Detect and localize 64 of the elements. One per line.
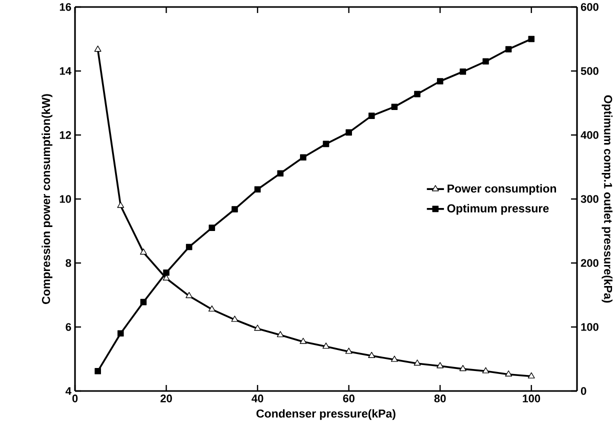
legend-label: Power consumption (448, 184, 556, 195)
point (231, 316, 238, 322)
point (390, 356, 398, 362)
point (436, 78, 444, 84)
y2-tick-label: 500 (580, 67, 598, 75)
point (528, 372, 535, 378)
y2-tick-label: 400 (580, 131, 598, 139)
point (459, 364, 466, 372)
point (186, 292, 193, 298)
y2-axis-title: Optimum comp.1 outlet pressure(kPa) (602, 95, 612, 303)
y-axis-title: Compression power consumption(kW) (42, 94, 52, 304)
point (460, 68, 466, 75)
y-tick-label: 12 (60, 131, 72, 139)
y-tick-label: 14 (60, 67, 72, 75)
point (414, 360, 421, 366)
point (482, 58, 489, 65)
point (322, 342, 330, 349)
point (117, 330, 124, 337)
legend-label: Optimum pressure (447, 204, 549, 215)
point (436, 362, 444, 368)
y-tick-label: 16 (60, 3, 72, 11)
point (186, 244, 192, 250)
point (346, 129, 352, 136)
point (140, 248, 147, 255)
point (528, 36, 535, 42)
point (505, 46, 512, 52)
point (368, 352, 376, 358)
x-tick-label: 0 (72, 394, 78, 402)
point (94, 46, 102, 52)
x-tick-label: 80 (434, 394, 446, 402)
point (368, 112, 375, 119)
point (254, 324, 262, 331)
point (277, 170, 284, 177)
x-tick-label: 40 (252, 394, 264, 402)
y-tick-label: 6 (66, 323, 72, 331)
y-tick-label: 4 (66, 387, 72, 395)
y-tick-label: 8 (66, 259, 72, 267)
point (414, 90, 420, 98)
point (117, 202, 124, 208)
point (232, 206, 238, 212)
y2-tick-label: 0 (580, 387, 586, 395)
x-tick-label: 60 (343, 394, 354, 402)
x-tick-label: 100 (522, 394, 540, 402)
point (163, 269, 170, 276)
point (345, 348, 352, 354)
point (482, 367, 490, 374)
point (322, 140, 330, 148)
point (140, 298, 147, 306)
point (254, 186, 261, 193)
point (208, 224, 216, 231)
point (276, 331, 284, 338)
point (391, 104, 398, 110)
point (300, 154, 306, 161)
x-axis-title: Condenser pressure(kPa) (256, 409, 396, 420)
y-tick-label: 10 (60, 195, 72, 203)
point (94, 368, 101, 374)
point (300, 338, 307, 344)
x-tick-label: 20 (160, 394, 172, 402)
y2-tick-label: 300 (580, 195, 598, 203)
y2-tick-label: 200 (580, 259, 598, 267)
y2-tick-label: 600 (580, 3, 598, 11)
point (208, 305, 216, 312)
point (505, 370, 512, 377)
y2-tick-label: 100 (581, 323, 598, 331)
